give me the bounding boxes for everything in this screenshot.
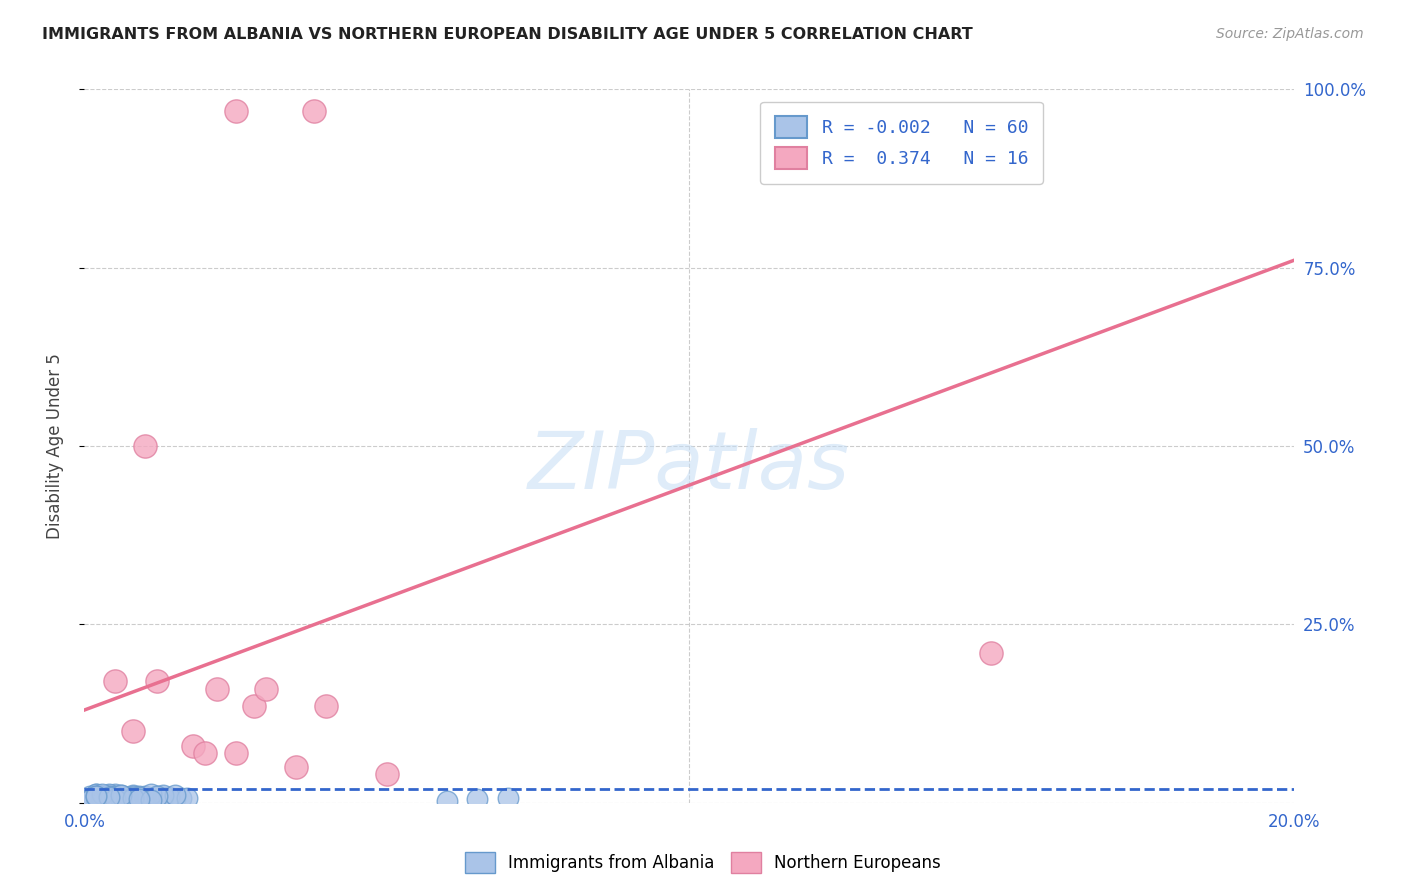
Point xyxy=(152,790,174,805)
Point xyxy=(146,674,169,689)
Point xyxy=(139,787,162,801)
Point xyxy=(110,789,132,803)
Point xyxy=(128,790,150,805)
Point xyxy=(121,790,143,805)
Point xyxy=(115,790,138,805)
Point xyxy=(97,790,120,805)
Point xyxy=(104,791,127,805)
Point xyxy=(134,789,156,804)
Point xyxy=(115,791,138,805)
Point xyxy=(110,788,132,802)
Point xyxy=(97,793,120,807)
Point xyxy=(97,789,120,804)
Point xyxy=(104,787,127,801)
Point xyxy=(91,791,114,805)
Point xyxy=(91,789,114,803)
Point xyxy=(128,791,150,805)
Text: ZIPatlas: ZIPatlas xyxy=(527,428,851,507)
Point xyxy=(165,791,187,805)
Point xyxy=(110,788,132,802)
Legend: Immigrants from Albania, Northern Europeans: Immigrants from Albania, Northern Europe… xyxy=(458,846,948,880)
Point xyxy=(181,739,204,753)
Point xyxy=(97,787,120,801)
Point xyxy=(139,792,162,806)
Point xyxy=(121,792,143,806)
Point xyxy=(225,103,247,118)
Point xyxy=(315,699,337,714)
Point xyxy=(86,792,108,806)
Point xyxy=(146,793,169,807)
Point xyxy=(79,793,101,807)
Text: Source: ZipAtlas.com: Source: ZipAtlas.com xyxy=(1216,27,1364,41)
Point xyxy=(139,793,162,807)
Point xyxy=(121,789,143,803)
Point xyxy=(375,767,398,781)
Text: IMMIGRANTS FROM ALBANIA VS NORTHERN EUROPEAN DISABILITY AGE UNDER 5 CORRELATION : IMMIGRANTS FROM ALBANIA VS NORTHERN EURO… xyxy=(42,27,973,42)
Legend: R = -0.002   N = 60, R =  0.374   N = 16: R = -0.002 N = 60, R = 0.374 N = 16 xyxy=(761,102,1043,184)
Point xyxy=(121,788,143,802)
Point xyxy=(194,746,217,760)
Point xyxy=(139,793,162,807)
Point xyxy=(176,790,198,805)
Point xyxy=(134,439,156,453)
Point xyxy=(91,787,114,801)
Point xyxy=(128,790,150,805)
Point xyxy=(104,789,127,803)
Point xyxy=(134,790,156,805)
Point xyxy=(157,790,180,805)
Point xyxy=(79,789,101,803)
Point xyxy=(496,790,519,805)
Point xyxy=(79,791,101,805)
Point xyxy=(980,646,1002,660)
Y-axis label: Disability Age Under 5: Disability Age Under 5 xyxy=(45,353,63,539)
Point xyxy=(157,793,180,807)
Point xyxy=(146,789,169,803)
Point xyxy=(104,792,127,806)
Point xyxy=(110,791,132,805)
Point xyxy=(302,103,325,118)
Point xyxy=(436,794,458,808)
Point xyxy=(170,790,193,805)
Point xyxy=(104,674,127,689)
Point xyxy=(121,790,143,805)
Point xyxy=(146,789,169,804)
Point xyxy=(97,788,120,802)
Point xyxy=(86,789,108,803)
Point xyxy=(134,790,156,805)
Point xyxy=(225,746,247,760)
Point xyxy=(285,760,308,774)
Point xyxy=(128,789,150,804)
Point xyxy=(86,787,108,801)
Point xyxy=(467,792,489,806)
Point xyxy=(165,788,187,802)
Point xyxy=(207,681,229,696)
Point xyxy=(104,792,127,806)
Point xyxy=(254,681,277,696)
Point xyxy=(86,790,108,805)
Point xyxy=(121,724,143,739)
Point xyxy=(86,789,108,804)
Point xyxy=(152,788,174,802)
Point xyxy=(91,789,114,804)
Point xyxy=(115,792,138,806)
Point xyxy=(242,699,264,714)
Point xyxy=(86,787,108,801)
